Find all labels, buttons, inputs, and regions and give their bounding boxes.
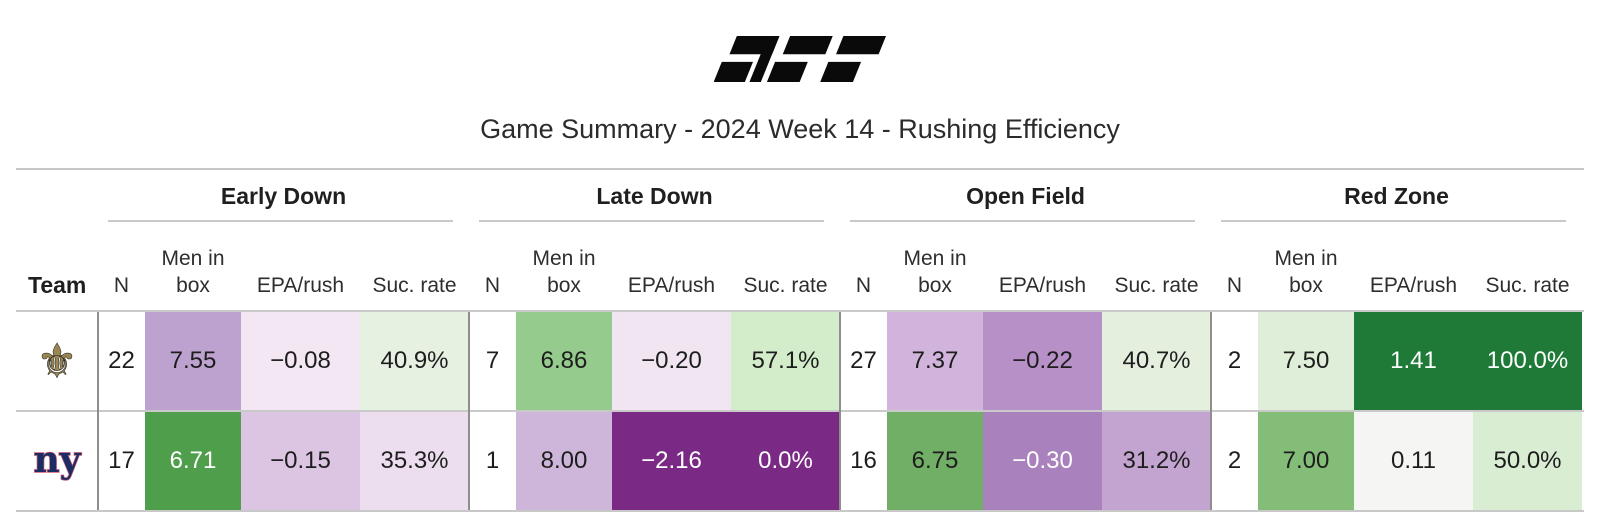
table-bottom-divider [16, 510, 1584, 512]
column-divider [97, 312, 99, 510]
stat-cell-suc-rate: 50.0% [1473, 412, 1582, 510]
group-underline [479, 220, 824, 222]
stat-cell-epa-rush: 0.11 [1354, 412, 1473, 510]
column-header-n: N [113, 274, 130, 298]
column-divider [468, 312, 470, 510]
column-header-suc-rate: Suc. rate [372, 274, 457, 298]
column-header-line: box [918, 274, 952, 298]
group-underline [850, 220, 1195, 222]
group-label: Early Down [220, 182, 347, 209]
column-header-row: Team N Men in box EPA/rush Suc. rate N M… [16, 222, 1584, 312]
column-header-line: Men in [161, 246, 225, 270]
column-header-epa-rush: EPA/rush [998, 274, 1087, 298]
column-header-line: Men in [1274, 246, 1338, 270]
table-top-divider [16, 168, 1584, 170]
column-header-men-in-box: Men in box [516, 222, 612, 310]
column-header-men-in-box: Men in box [145, 222, 241, 310]
column-divider [839, 312, 841, 510]
group-header-row: Early Down Late Down Open Field Red Zone [16, 170, 1584, 222]
stat-cell-men-in-box: 7.55 [145, 312, 241, 410]
stat-cell-suc-rate: 40.9% [360, 312, 469, 410]
n-cell: 16 [850, 447, 877, 474]
header [0, 0, 1600, 82]
group-label: Late Down [596, 182, 713, 209]
stat-cell-suc-rate: 0.0% [731, 412, 840, 510]
column-header-suc-rate: Suc. rate [743, 274, 828, 298]
column-header-suc-rate: Suc. rate [1485, 274, 1570, 298]
stat-cell-men-in-box: 7.00 [1258, 412, 1354, 510]
table-body: ⚜ 22 7.55 −0.08 40.9% 7 6.86 −0.20 57.1%… [16, 312, 1584, 510]
stat-cell-epa-rush: 1.41 [1354, 312, 1473, 410]
row-divider [16, 410, 1584, 412]
n-cell: 1 [485, 447, 500, 474]
stat-cell-epa-rush: −0.30 [983, 412, 1102, 510]
group-label: Open Field [966, 182, 1085, 209]
group-label: Red Zone [1344, 182, 1449, 209]
giants-logo-text: ny [33, 439, 81, 481]
stat-cell-men-in-box: 6.75 [887, 412, 983, 510]
column-divider [1210, 312, 1212, 510]
group-header-late-down: Late Down [469, 170, 840, 222]
stat-cell-men-in-box: 7.50 [1258, 312, 1354, 410]
page-title: Game Summary - 2024 Week 14 - Rushing Ef… [480, 114, 1120, 144]
column-header-line: box [547, 274, 581, 298]
column-header-men-in-box: Men in box [1258, 222, 1354, 310]
stat-cell-men-in-box: 7.37 [887, 312, 983, 410]
giants-ny-icon: ny [33, 439, 83, 482]
column-header-n: N [1226, 274, 1243, 298]
saints-fleur-de-lis-icon: ⚜ [36, 335, 78, 387]
stat-cell-epa-rush: −0.22 [983, 312, 1102, 410]
stat-cell-men-in-box: 6.71 [145, 412, 241, 510]
column-header-line: Men in [532, 246, 596, 270]
n-cell: 2 [1227, 347, 1242, 374]
column-header-epa-rush: EPA/rush [256, 274, 345, 298]
team-logo-cell: ⚜ [16, 312, 98, 410]
column-header-n: N [855, 274, 872, 298]
n-cell: 2 [1227, 447, 1242, 474]
column-header-line: box [176, 274, 210, 298]
stat-cell-suc-rate: 40.7% [1102, 312, 1211, 410]
group-header-red-zone: Red Zone [1211, 170, 1582, 222]
stat-cell-men-in-box: 6.86 [516, 312, 612, 410]
column-header-n: N [484, 274, 501, 298]
stat-cell-epa-rush: −0.20 [612, 312, 731, 410]
n-cell: 27 [850, 347, 877, 374]
table-row-saints: ⚜ 22 7.55 −0.08 40.9% 7 6.86 −0.20 57.1%… [16, 312, 1584, 410]
n-cell: 17 [108, 447, 135, 474]
column-header-suc-rate: Suc. rate [1114, 274, 1199, 298]
saints-logo-glyph: ⚜ [36, 335, 77, 387]
stat-cell-men-in-box: 8.00 [516, 412, 612, 510]
column-header-team: Team [28, 271, 87, 298]
column-header-epa-rush: EPA/rush [627, 274, 716, 298]
group-header-open-field: Open Field [840, 170, 1211, 222]
n-cell: 22 [108, 347, 135, 374]
group-header-spacer [16, 170, 98, 222]
rushing-efficiency-table: Early Down Late Down Open Field Red Zone… [16, 168, 1584, 512]
stat-cell-epa-rush: −0.15 [241, 412, 360, 510]
stat-cell-suc-rate: 100.0% [1473, 312, 1582, 410]
column-header-line: Men in [903, 246, 967, 270]
group-underline [1221, 220, 1566, 222]
column-header-line: box [1289, 274, 1323, 298]
n-cell: 7 [485, 347, 500, 374]
group-underline [108, 220, 453, 222]
team-logo-cell: ny [16, 412, 98, 510]
column-header-epa-rush: EPA/rush [1369, 274, 1458, 298]
pff-logo-icon [714, 36, 886, 82]
stat-cell-suc-rate: 35.3% [360, 412, 469, 510]
stat-cell-suc-rate: 57.1% [731, 312, 840, 410]
group-header-early-down: Early Down [98, 170, 469, 222]
stat-cell-suc-rate: 31.2% [1102, 412, 1211, 510]
stat-cell-epa-rush: −2.16 [612, 412, 731, 510]
column-header-men-in-box: Men in box [887, 222, 983, 310]
stat-cell-epa-rush: −0.08 [241, 312, 360, 410]
table-row-giants: ny 17 6.71 −0.15 35.3% 1 8.00 −2.16 0.0%… [16, 412, 1584, 510]
